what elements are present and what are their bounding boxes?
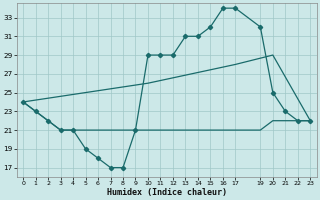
X-axis label: Humidex (Indice chaleur): Humidex (Indice chaleur) <box>107 188 227 197</box>
